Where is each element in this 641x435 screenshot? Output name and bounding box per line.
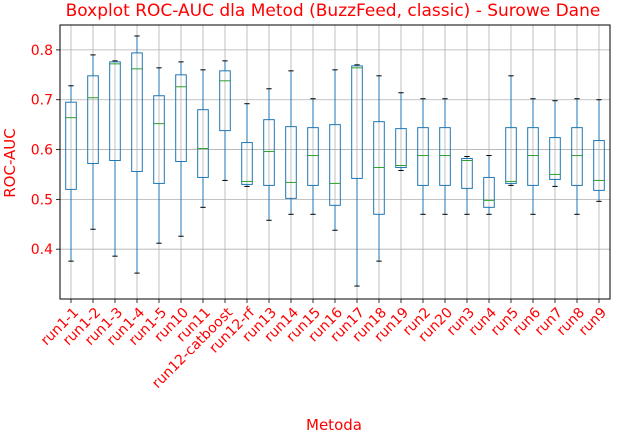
box-run17	[351, 64, 363, 287]
box-run1-3	[109, 60, 121, 257]
box-run13	[263, 88, 275, 221]
box-run7	[549, 100, 561, 187]
box-run12-rf	[241, 103, 253, 187]
box-iqr	[307, 127, 319, 186]
box-iqr	[241, 142, 253, 185]
box-iqr	[175, 74, 187, 163]
box-run6	[527, 98, 539, 215]
box-run1-4	[131, 35, 143, 274]
chart-title: Boxplot ROC-AUC dla Metod (BuzzFeed, cla…	[66, 1, 601, 21]
box-run18	[373, 75, 385, 262]
box-run3	[461, 156, 473, 215]
box-iqr	[131, 52, 143, 172]
y-tick-label: 0.8	[31, 43, 53, 59]
box-iqr	[87, 75, 99, 164]
y-axis-label: ROC-AUC	[1, 128, 19, 198]
box-iqr	[527, 127, 539, 186]
x-axis-label: Metoda	[306, 416, 362, 434]
y-tick-label: 0.6	[31, 143, 53, 159]
box-iqr	[197, 109, 209, 178]
box-iqr	[439, 127, 451, 186]
box-iqr	[153, 95, 165, 184]
box-iqr	[329, 124, 341, 206]
box-run20	[439, 98, 451, 215]
box-iqr	[351, 65, 363, 179]
box-iqr	[395, 128, 407, 168]
box-iqr	[109, 61, 121, 162]
box-iqr	[263, 119, 275, 186]
y-axis-ticks: 0.4 0.5 0.6 0.7 0.8	[31, 43, 60, 258]
box-run5	[505, 75, 517, 186]
box-iqr	[505, 127, 517, 184]
box-run9	[593, 99, 605, 202]
box-run2	[417, 98, 429, 215]
box-run16	[329, 69, 341, 231]
box-run8	[571, 98, 583, 215]
box-iqr	[285, 126, 297, 199]
y-tick-label: 0.5	[31, 192, 53, 208]
box-run11	[197, 69, 209, 208]
box-run1-1	[65, 85, 77, 262]
box-run10	[175, 61, 187, 237]
box-iqr	[549, 137, 561, 180]
box-layer	[65, 35, 605, 287]
box-run4	[483, 155, 495, 215]
box-run12-catboost	[219, 60, 231, 181]
box-iqr	[65, 101, 77, 190]
box-run15	[307, 98, 319, 215]
box-iqr	[483, 176, 495, 208]
box-iqr	[417, 127, 429, 186]
box-iqr	[593, 140, 605, 191]
box-run1-2	[87, 54, 99, 230]
box-run1-5	[153, 67, 165, 244]
box-run14	[285, 70, 297, 215]
box-run19	[395, 92, 407, 171]
y-tick-label: 0.7	[31, 93, 53, 109]
box-iqr	[571, 127, 583, 186]
box-iqr	[461, 158, 473, 189]
box-iqr	[219, 70, 231, 132]
y-tick-label: 0.4	[31, 242, 53, 258]
